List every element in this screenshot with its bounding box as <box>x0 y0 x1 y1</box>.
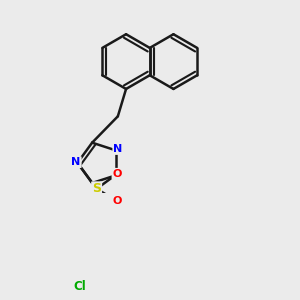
Text: N: N <box>113 144 122 154</box>
Text: Cl: Cl <box>74 280 87 293</box>
Text: O: O <box>112 169 122 179</box>
Text: O: O <box>112 196 122 206</box>
Text: S: S <box>92 182 101 195</box>
Text: N: N <box>71 157 81 167</box>
